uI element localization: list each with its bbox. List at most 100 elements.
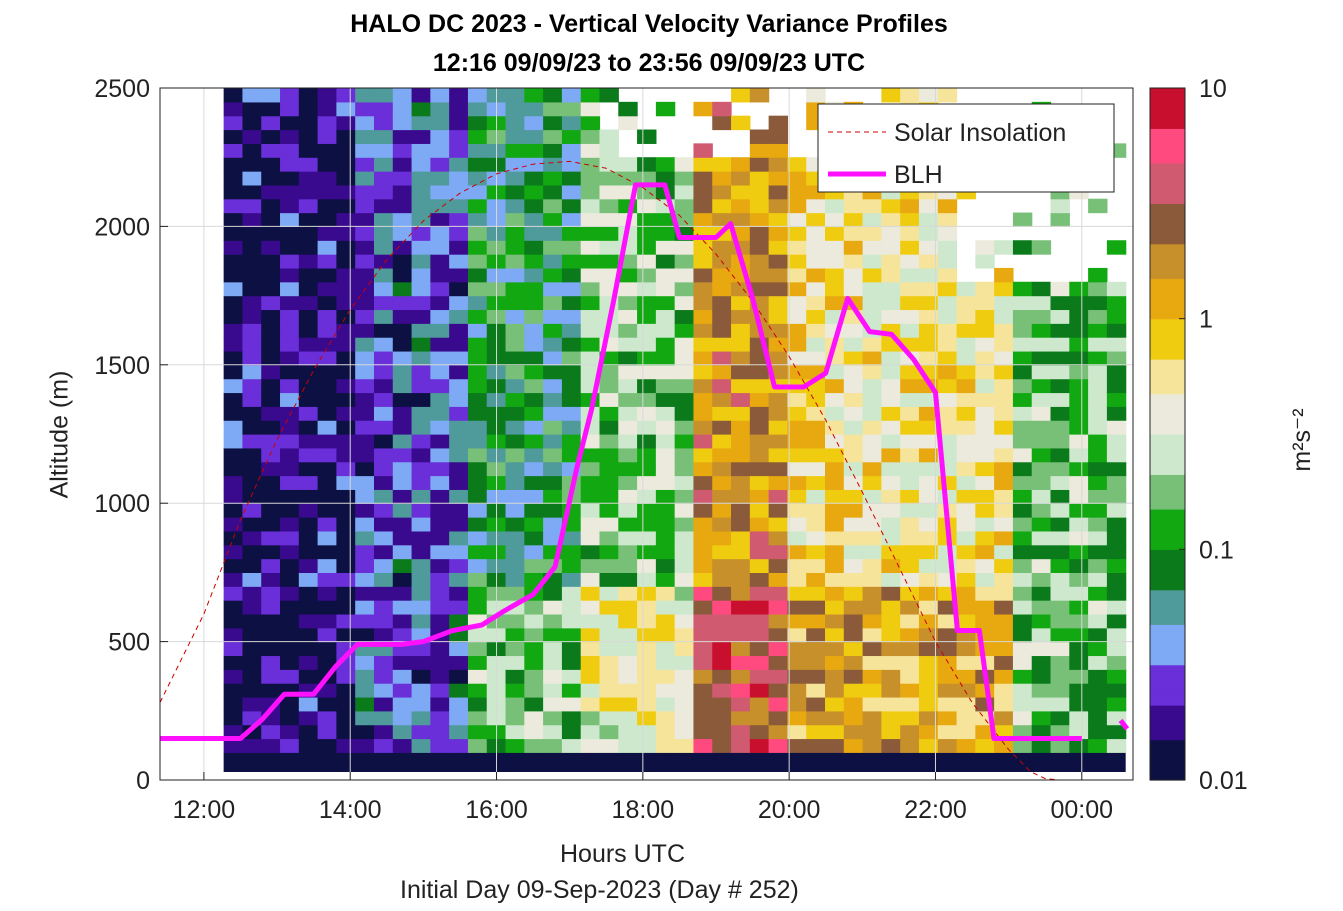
heatmap-cell [862,254,882,269]
heatmap-cell [618,350,638,366]
heatmap-cell [561,434,582,449]
heatmap-cell [430,669,450,684]
heatmap-cell [975,337,995,352]
heatmap-cell [618,115,638,131]
colorbar-segment [1150,693,1185,700]
heatmap-cell [280,489,300,504]
colorbar-segment [1150,111,1185,118]
heatmap-cell [693,530,713,546]
heatmap-cell [242,184,262,200]
colorbar-segment [1150,630,1185,637]
heatmap-cell [918,420,939,435]
heatmap-cell [223,613,244,629]
heatmap-cell [674,184,695,200]
heatmap-cell [1050,323,1070,338]
heatmap-cell [317,129,338,144]
heatmap-cell [637,461,657,477]
heatmap-cell [787,669,807,684]
heatmap-cell [655,710,676,726]
heatmap-cell [900,198,920,214]
heatmap-cell [561,669,582,684]
heatmap-cell [317,572,338,587]
heatmap-cell [298,143,319,158]
heatmap-cell [223,447,244,463]
axes-layer: 12:00 14:00 16:00 18:00 20:00 22:00 00:0005001… [94,75,1134,824]
heatmap-cell [806,530,826,546]
heatmap-cell [411,586,431,601]
heatmap-cell [599,738,619,753]
heatmap-cell [1088,600,1108,615]
heatmap-cell [1031,669,1052,684]
heatmap-cell [580,88,601,103]
heatmap-cell [355,350,375,366]
heatmap-cell [994,586,1014,601]
heatmap-cell [1106,309,1127,324]
heatmap-cell [561,171,582,186]
heatmap-cell [937,696,958,712]
heatmap-cell [674,475,695,490]
heatmap-cell [637,544,657,560]
heatmap-cell [261,212,281,227]
heatmap-cell [787,198,807,214]
heatmap-cell [223,378,244,394]
heatmap-cell [900,558,920,573]
heatmap-cell [655,171,676,186]
heatmap-cell [712,406,732,421]
heatmap-cell [937,392,958,407]
heatmap-cell [693,544,713,560]
heatmap-cell [937,641,958,657]
heatmap-cell [373,627,394,643]
heatmap-cell [787,696,807,712]
heatmap-cell [1069,434,1089,449]
heatmap-cell [806,350,826,366]
heatmap-cell [355,406,375,421]
heatmap-cell [411,406,431,421]
heatmap-cell [561,115,582,131]
heatmap-cell [655,295,676,311]
heatmap-cell [524,572,544,587]
heatmap-cell [1031,406,1052,421]
heatmap-cell [618,586,638,601]
heatmap-cell [242,406,262,421]
heatmap-cell [373,613,394,629]
heatmap-cell [430,544,450,560]
heatmap-cell [599,434,619,449]
colorbar-segment [1150,226,1185,233]
heatmap-cell [543,461,563,477]
heatmap-cell [975,558,995,573]
heatmap-cell [843,434,864,449]
heatmap-cell [242,378,262,394]
heatmap-cell [467,101,488,117]
heatmap-cell [543,669,563,684]
heatmap-cell [806,461,826,477]
heatmap-cell [749,392,770,407]
heatmap-cell [580,129,601,144]
heatmap-cell [223,115,244,131]
heatmap-cell [467,364,488,380]
heatmap-cell [862,281,882,297]
heatmap-cell [994,683,1014,698]
heatmap-cell [505,503,525,518]
heatmap-cell [280,240,300,255]
heatmap-cell [261,600,281,615]
heatmap-cell [242,517,262,532]
heatmap-cell [449,724,469,740]
heatmap-cell [543,696,563,712]
heatmap-cell [674,420,695,435]
heatmap-cell [280,88,300,103]
heatmap-cell [787,613,807,629]
heatmap-cell [449,281,469,297]
heatmap-cell [411,171,431,186]
heatmap-cell [693,683,713,698]
heatmap-cell [843,669,864,684]
colorbar-segment [1150,653,1185,660]
heatmap-cell [317,641,338,657]
x-tick-label: 16:00 [465,796,528,824]
heatmap-cell [881,392,901,407]
heatmap-cell [918,295,939,311]
y-tick-label: 500 [108,629,150,657]
heatmap-cell [373,406,394,421]
heatmap-cell [580,309,601,324]
heatmap-cell [693,558,713,573]
heatmap-cell [599,184,619,200]
